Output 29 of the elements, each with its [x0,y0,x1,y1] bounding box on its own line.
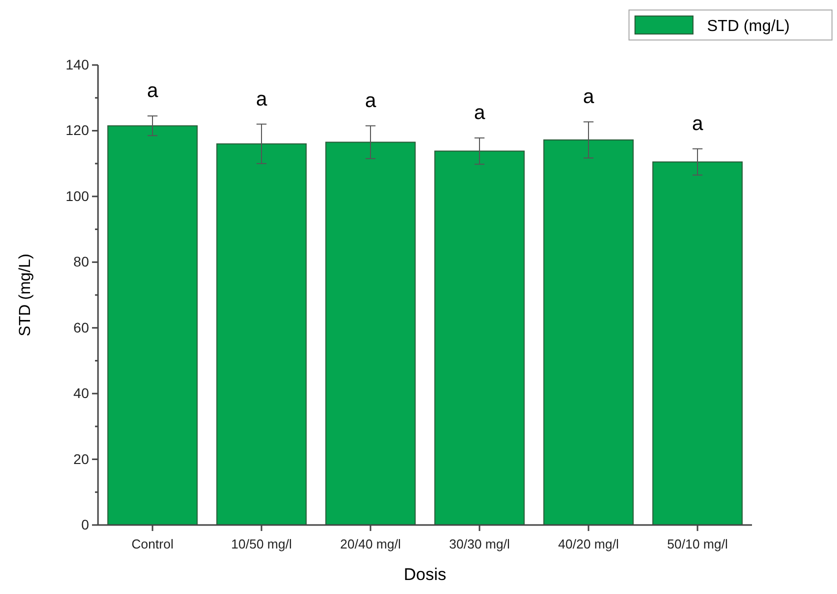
y-tick-label: 140 [66,56,90,72]
annotation: a [146,80,159,102]
x-tick-label: 30/30 mg/l [449,536,510,552]
y-tick-label: 0 [81,516,90,532]
bar [325,142,416,526]
y-tick-label: 60 [73,319,90,336]
x-tick-label: 10/50 mg/l [231,536,292,552]
annotation: a [582,86,595,108]
y-tick-label: 120 [66,122,90,138]
annotation: a [692,113,704,136]
bar [652,161,743,526]
bar [434,150,525,526]
bar [216,143,307,526]
annotation: a [256,88,268,110]
y-tick-label: 40 [73,385,90,402]
y-axis-title: STD (mg/L) [17,254,34,336]
x-tick-label: 50/10 mg/l [667,536,728,552]
annotation: a [474,102,486,124]
y-tick-label: 100 [66,188,90,204]
x-axis-title: Dosis [404,565,446,584]
legend-label: STD (mg/L) [707,18,790,35]
x-tick-label: 40/20 mg/l [558,536,619,552]
annotation: a [364,90,377,112]
x-tick-label: Control [132,536,174,552]
y-tick-label: 80 [73,254,90,270]
bar [543,139,634,526]
x-tick-label: 20/40 mg/l [340,536,401,552]
bar [107,125,198,526]
y-tick-label: 20 [73,450,90,467]
